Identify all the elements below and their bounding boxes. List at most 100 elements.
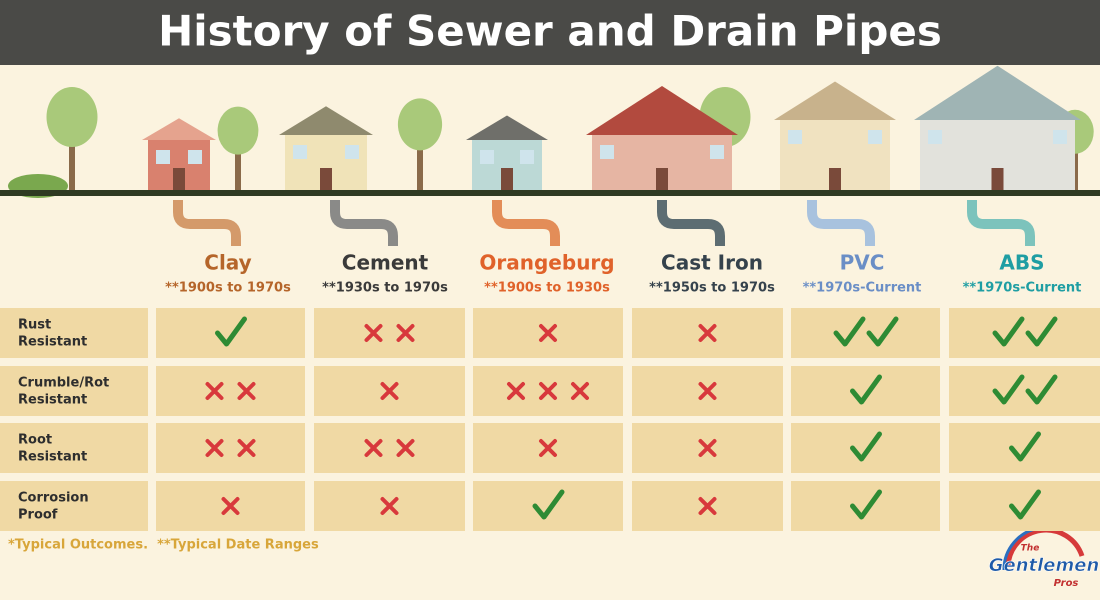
- house-window: [156, 150, 170, 164]
- house-window: [788, 130, 802, 144]
- column-name: PVC: [840, 251, 885, 275]
- table-cell: [949, 366, 1100, 416]
- pipe: [492, 200, 560, 246]
- table-cell: [949, 423, 1100, 473]
- table-cell: [314, 308, 465, 358]
- row-label: Resistant: [18, 335, 87, 350]
- table-cell: [949, 481, 1100, 531]
- check-stroke: [1025, 316, 1058, 347]
- table-cell: [314, 423, 465, 473]
- check-stroke: [1025, 374, 1058, 405]
- cross-stroke: [539, 439, 557, 457]
- check-icon: [1025, 316, 1058, 347]
- table-cell: [156, 423, 305, 473]
- row-label: Resistant: [18, 450, 87, 465]
- check-icon: [833, 316, 866, 347]
- row-label: Root: [18, 433, 52, 448]
- cross-stroke: [237, 439, 256, 457]
- row-label-cell: [0, 308, 148, 358]
- cross-stroke: [698, 439, 717, 457]
- check-icon: [850, 431, 882, 462]
- house-window: [1053, 130, 1067, 144]
- column-dates: **1930s to 1970s: [322, 281, 448, 296]
- row-label: Rust: [18, 318, 51, 333]
- column-name: Orangeburg: [479, 251, 614, 275]
- check-stroke: [992, 316, 1025, 347]
- house-window: [928, 130, 942, 144]
- check-stroke: [833, 316, 866, 347]
- column-dates: **1900s to 1930s: [484, 281, 610, 296]
- table-cell: [156, 308, 305, 358]
- row-label: Resistant: [18, 393, 87, 408]
- house-window: [868, 130, 882, 144]
- house-door: [320, 168, 332, 190]
- house-roof: [142, 118, 216, 140]
- house-roof: [914, 65, 1081, 120]
- cross-icon: [396, 439, 415, 457]
- row-label-cell: [0, 481, 148, 531]
- tree-crown: [397, 98, 443, 151]
- tree-crown: [46, 87, 98, 147]
- house-window: [293, 145, 307, 159]
- check-icon: [215, 316, 247, 347]
- cross-stroke: [507, 382, 525, 400]
- check-stroke: [992, 374, 1025, 405]
- cross-icon: [698, 439, 717, 457]
- table-cell: [949, 308, 1100, 358]
- house-door: [501, 168, 513, 190]
- cross-icon: [205, 382, 224, 400]
- house-door: [829, 168, 841, 190]
- logo-pros: Pros: [1054, 578, 1079, 589]
- cross-stroke: [698, 497, 717, 515]
- cross-icon: [539, 382, 557, 400]
- table-cell: [791, 423, 940, 473]
- column-name: Cast Iron: [661, 251, 763, 275]
- cross-icon: [364, 439, 383, 457]
- cross-stroke: [380, 497, 399, 515]
- table-cell: [473, 481, 623, 531]
- column-name: ABS: [999, 251, 1044, 275]
- house-roof: [586, 86, 738, 135]
- house-scene: [8, 65, 1094, 198]
- title-bar: [0, 0, 1100, 65]
- pipe: [657, 200, 725, 246]
- check-stroke: [532, 489, 565, 520]
- row-label: Corrosion: [18, 491, 89, 506]
- cross-stroke: [539, 324, 557, 342]
- column-dates: **1970s-Current: [803, 281, 922, 296]
- cross-stroke: [205, 382, 224, 400]
- check-stroke: [866, 316, 899, 347]
- logo-name: Gentlemen: [989, 555, 1100, 576]
- cross-icon: [221, 497, 240, 515]
- cross-stroke: [237, 382, 256, 400]
- check-stroke: [1009, 489, 1041, 520]
- cross-stroke: [396, 324, 415, 342]
- pipe: [330, 200, 398, 246]
- cross-icon: [507, 382, 525, 400]
- house-window: [188, 150, 202, 164]
- house-window: [520, 150, 534, 164]
- pipe: [967, 200, 1035, 246]
- table-cell: [791, 308, 940, 358]
- check-icon: [992, 316, 1025, 347]
- cross-stroke: [364, 324, 383, 342]
- check-icon: [532, 489, 565, 520]
- tree-trunk: [417, 140, 423, 190]
- table-cell: [791, 481, 940, 531]
- house-roof: [279, 106, 373, 135]
- house-window: [480, 150, 494, 164]
- cross-stroke: [380, 382, 399, 400]
- cross-icon: [237, 382, 256, 400]
- cross-stroke: [571, 382, 589, 400]
- house-window: [345, 145, 359, 159]
- cross-stroke: [698, 324, 717, 342]
- cross-icon: [364, 324, 383, 342]
- row-label: Crumble/Rot: [18, 376, 109, 391]
- check-icon: [866, 316, 899, 347]
- check-icon: [1009, 489, 1041, 520]
- row-label-cell: [0, 366, 148, 416]
- cross-stroke: [221, 497, 240, 515]
- cross-icon: [380, 497, 399, 515]
- check-icon: [1025, 374, 1058, 405]
